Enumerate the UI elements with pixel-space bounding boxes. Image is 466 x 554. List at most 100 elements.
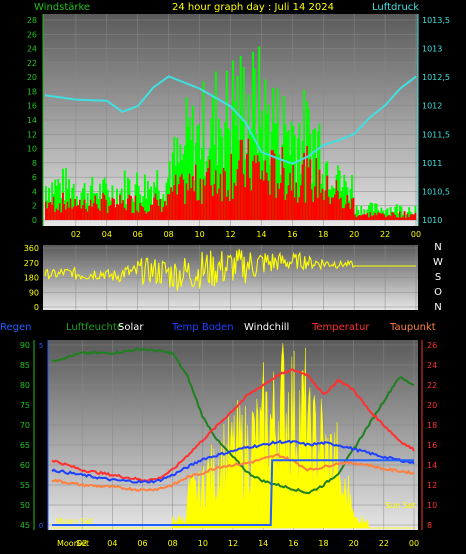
- wind-bar: [256, 155, 259, 220]
- gust-bar: [224, 122, 227, 220]
- gust-bar: [261, 110, 264, 220]
- gust-bar: [201, 147, 203, 220]
- wind-bar: [79, 199, 81, 220]
- gust-bar: [397, 213, 400, 220]
- wind-bar: [45, 201, 47, 220]
- humidity-tick-label: 80: [20, 381, 30, 390]
- temperature-tick-label: 20: [427, 401, 437, 410]
- wind-bar: [164, 201, 166, 220]
- wind-bar: [276, 183, 279, 220]
- gust-bar: [190, 139, 193, 220]
- wind-bar: [51, 204, 54, 220]
- temperature-tick-label: 12: [427, 481, 437, 490]
- gust-bar: [176, 138, 179, 220]
- wind-tick-label: 14: [27, 116, 37, 125]
- gust-bar: [266, 113, 268, 220]
- gust-bar: [408, 207, 411, 220]
- wind-bar: [88, 205, 91, 220]
- wind-bar: [354, 214, 357, 220]
- wind-bar: [245, 154, 248, 220]
- wind-bar: [54, 211, 57, 220]
- wind-bar: [198, 199, 200, 220]
- wind-bar: [140, 205, 143, 220]
- wind-bar: [187, 190, 190, 220]
- wind-bar: [111, 197, 114, 220]
- wind-bar: [68, 207, 71, 220]
- gust-bar: [232, 60, 234, 220]
- solar-area: [52, 342, 414, 529]
- pressure-axis-label: Luftdruck: [372, 2, 419, 13]
- wind-bar: [174, 174, 177, 220]
- wind-bar: [408, 217, 411, 220]
- wind-x-tick-label: 00: [411, 230, 421, 239]
- wind-tick-label: 24: [27, 45, 37, 54]
- wind-bar: [123, 207, 126, 220]
- wind-bar: [295, 182, 298, 220]
- gust-bar: [68, 179, 71, 220]
- gust-bar: [385, 210, 387, 220]
- wind-bar: [157, 205, 160, 220]
- wind-bar: [137, 212, 140, 220]
- temp-x-tick-label: 14: [258, 539, 268, 548]
- wind-bar: [133, 213, 135, 220]
- wind-bar: [219, 173, 222, 220]
- gust-bar: [341, 187, 344, 220]
- wind-bar: [296, 202, 299, 220]
- wind-bar: [304, 202, 307, 220]
- wind-bar: [255, 163, 258, 220]
- wind-bar: [211, 196, 214, 220]
- wind-bar: [74, 199, 77, 220]
- wind-bar: [99, 210, 101, 220]
- gust-bar: [60, 198, 63, 220]
- wind-bar: [363, 213, 366, 220]
- gust-bar: [145, 198, 148, 220]
- wind-bar: [199, 178, 202, 220]
- wind-bar: [352, 197, 355, 220]
- gust-bar: [349, 188, 352, 220]
- gust-bar: [394, 206, 397, 220]
- solar-area-group: [52, 342, 414, 529]
- temp-x-tick-label: 22: [379, 539, 389, 548]
- temperature-tick-label: 8: [427, 521, 432, 530]
- wind-bar: [303, 152, 306, 220]
- wind-tick-label: 2: [32, 202, 37, 211]
- wind-bar: [57, 210, 60, 220]
- wind-bar: [235, 185, 237, 220]
- pressure-tick-label: 1010: [422, 216, 442, 225]
- wind-tick-label: 18: [27, 87, 37, 96]
- wind-bar: [165, 205, 168, 220]
- pressure-tick-label: 1013: [422, 45, 442, 54]
- wind-bar: [194, 164, 197, 220]
- gust-bar: [72, 183, 75, 220]
- humidity-tick-label: 90: [20, 341, 30, 350]
- wind-bar: [261, 170, 264, 220]
- wind-x-tick-label: 20: [349, 230, 359, 239]
- wind-bar: [310, 189, 313, 220]
- wind-bar: [247, 138, 250, 220]
- temp-x-tick-label: 02: [77, 539, 87, 548]
- temp-x-tick-label: 08: [168, 539, 178, 548]
- gust-bar: [148, 189, 151, 220]
- temp-x-tick-label: 06: [137, 539, 147, 548]
- wind-bar: [216, 193, 219, 220]
- wind-bar: [116, 204, 118, 220]
- wind-tick-label: 6: [32, 173, 37, 182]
- wind-bar: [55, 208, 58, 220]
- wind-bar: [273, 153, 276, 220]
- humidity-tick-label: 65: [20, 441, 30, 450]
- wind-bar: [329, 204, 332, 220]
- gust-bar: [389, 206, 392, 220]
- gust-bar: [228, 129, 231, 220]
- wind-bar: [272, 150, 275, 220]
- wind-bar: [89, 199, 92, 220]
- wind-bar: [71, 208, 74, 220]
- wind-axis-label: Windstärke: [34, 2, 90, 13]
- gust-bar: [313, 128, 316, 220]
- gust-bar: [165, 182, 168, 220]
- gust-bar: [173, 136, 176, 220]
- wind-bar: [381, 213, 384, 220]
- wind-bar: [332, 197, 335, 220]
- pressure-tick-label: 1012: [422, 102, 442, 111]
- wind-bar: [386, 216, 389, 220]
